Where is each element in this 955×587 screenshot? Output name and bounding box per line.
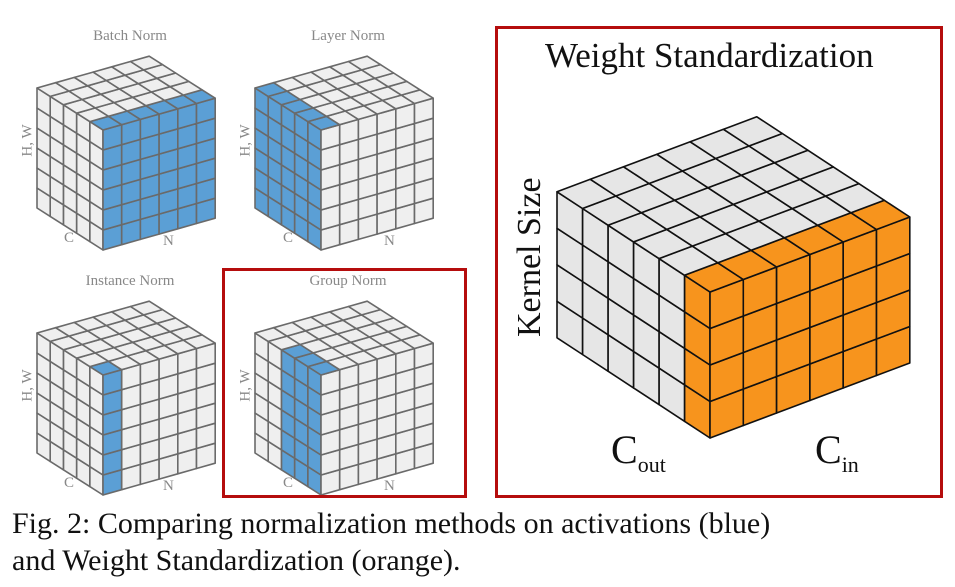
batch-norm-cube [36, 55, 216, 251]
cell-top [347, 300, 382, 316]
batch-norm-n-label: N [163, 233, 174, 249]
batch-norm-title: Batch Norm [93, 28, 167, 44]
instance-norm-hw-label: H, W [19, 369, 36, 402]
cell-top [347, 55, 382, 71]
batch-norm-c-label: C [64, 230, 75, 246]
kernel-size-label: Kernel Size [511, 177, 548, 337]
instance-norm-n-label: N [163, 478, 174, 494]
c-out-subscript: out [637, 452, 666, 477]
c-in-subscript: in [841, 452, 859, 477]
layer-norm-n-label: N [384, 233, 395, 249]
weight-standardization-cube [556, 116, 911, 439]
caption-line-1: Fig. 2: Comparing normalization methods … [12, 507, 771, 540]
instance-norm-cube [36, 300, 216, 496]
c-out-symbol: C [611, 427, 638, 472]
group-norm-cube [254, 300, 435, 496]
instance-norm-c-label: C [64, 475, 75, 491]
layer-norm-title: Layer Norm [311, 28, 385, 44]
cell-top [722, 116, 784, 147]
figure-caption: Fig. 2: Comparing normalization methods … [12, 505, 770, 579]
group-norm-n-label: N [384, 478, 395, 494]
c-in-label: Cin [815, 426, 859, 478]
layer-norm-c-label: C [283, 230, 294, 246]
c-in-symbol: C [815, 427, 842, 472]
layer-norm-cube [254, 55, 435, 251]
instance-norm-title: Instance Norm [85, 273, 175, 289]
cell-top [129, 300, 164, 316]
caption-line-2: and Weight Standardization (orange). [12, 544, 461, 577]
group-norm-c-label: C [283, 475, 294, 491]
layer-norm-hw-label: H, W [237, 124, 254, 157]
group-norm-title: Group Norm [309, 273, 387, 289]
weight-standardization-title: Weight Standardization [545, 36, 874, 75]
cell-top [129, 55, 164, 71]
group-norm-highlight-box [222, 268, 467, 498]
weight-standardization-box [495, 26, 943, 498]
batch-norm-hw-label: H, W [19, 124, 36, 157]
c-out-label: Cout [611, 426, 666, 478]
